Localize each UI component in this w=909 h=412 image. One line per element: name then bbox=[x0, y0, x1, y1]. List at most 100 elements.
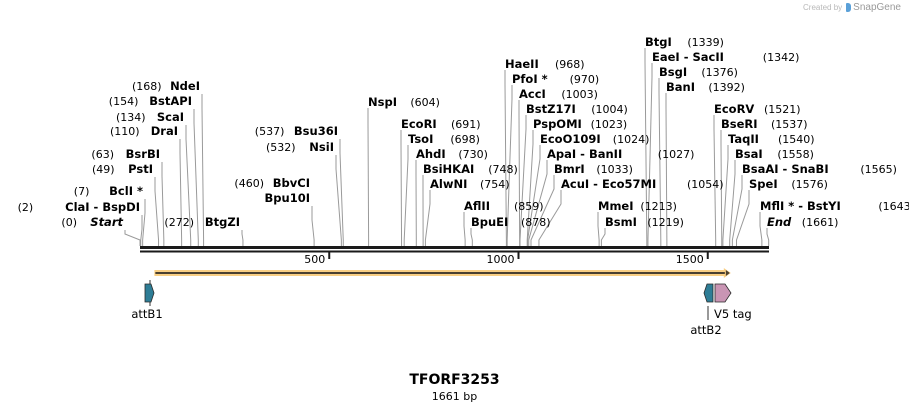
site-label[interactable]: AcuI - Eco57MI (1054) bbox=[561, 177, 724, 191]
site-label[interactable]: PspOMI (1023) bbox=[533, 117, 627, 131]
site-position: (1213) bbox=[640, 200, 677, 213]
site-connector-line bbox=[179, 139, 183, 246]
site-name: Bpu10I bbox=[265, 191, 310, 205]
site-name: BseRI bbox=[721, 117, 758, 131]
site-label[interactable]: NspI (604) bbox=[368, 95, 440, 109]
feature-arrow-shape bbox=[144, 283, 155, 303]
site-position: (754) bbox=[480, 178, 510, 191]
feature-attb1[interactable]: attB1 bbox=[131, 280, 163, 321]
site-label[interactable]: TaqII (1540) bbox=[728, 132, 815, 146]
site-label[interactable]: ApaI - BanII (1027) bbox=[547, 147, 694, 161]
site-position: (968) bbox=[555, 58, 585, 71]
site-name: EaeI - SacII bbox=[652, 50, 724, 64]
site-name: MmeI bbox=[598, 199, 634, 213]
site-label[interactable]: BseRI (1537) bbox=[721, 117, 808, 131]
site-label[interactable]: BsiHKAI (748) bbox=[423, 162, 518, 176]
site-label[interactable]: AccI (1003) bbox=[519, 87, 598, 101]
site-connector-line bbox=[713, 115, 717, 246]
site-position: (1219) bbox=[647, 216, 684, 229]
site-connector-line bbox=[504, 70, 507, 246]
feature-label: attB2 bbox=[690, 323, 721, 337]
site-position: (1537) bbox=[771, 118, 808, 131]
site-label[interactable]: AhdI (730) bbox=[416, 147, 488, 161]
site-label[interactable]: Start (0) bbox=[61, 215, 123, 229]
backbone-bottom-strand bbox=[140, 250, 769, 253]
site-label[interactable]: BstAPI (154) bbox=[109, 94, 192, 108]
site-position: (748) bbox=[488, 163, 518, 176]
site-label[interactable]: Bpu10I bbox=[265, 191, 310, 205]
site-label[interactable]: Bsu36I (537) bbox=[255, 124, 338, 138]
site-connector-line bbox=[185, 125, 192, 246]
site-label[interactable]: BclI * (7) bbox=[74, 184, 143, 198]
site-label[interactable]: TsoI (698) bbox=[408, 132, 480, 146]
site-label[interactable]: EaeI - SacII (1342) bbox=[652, 50, 799, 64]
dna-backbone bbox=[140, 246, 769, 253]
site-name: BpuEI bbox=[471, 215, 508, 229]
site-label[interactable]: BtgI (1339) bbox=[645, 35, 724, 49]
feature-label: attB1 bbox=[131, 307, 162, 321]
site-label[interactable]: BsrBI (63) bbox=[91, 147, 160, 161]
features-track[interactable]: attB1 attB2 V5 tag bbox=[131, 268, 752, 337]
site-position: (1033) bbox=[596, 163, 633, 176]
backbone-top-strand bbox=[140, 246, 769, 249]
site-label[interactable]: NsiI (532) bbox=[266, 140, 334, 154]
site-label[interactable]: PfoI * (970) bbox=[512, 72, 599, 86]
site-label[interactable]: AflII (859) bbox=[464, 199, 544, 213]
site-label[interactable]: MmeI (1213) bbox=[598, 199, 677, 213]
site-label[interactable]: BanI (1392) bbox=[666, 80, 745, 94]
site-label[interactable]: DraI (110) bbox=[110, 124, 178, 138]
sequence-length: 1661 bp bbox=[431, 390, 478, 403]
site-name: BsaAI - SnaBI bbox=[742, 162, 829, 176]
site-position: (604) bbox=[410, 96, 440, 109]
site-position: (1521) bbox=[764, 103, 801, 116]
site-label[interactable]: BsaAI - SnaBI (1565) bbox=[742, 162, 897, 176]
site-label[interactable]: BbvCI (460) bbox=[234, 176, 310, 190]
site-name: ClaI - BspDI bbox=[65, 200, 140, 214]
restriction-site-labels[interactable]: Start (0) ClaI - BspDI (2) BclI * (7) PstI (49)… bbox=[18, 35, 909, 229]
site-position: (1003) bbox=[561, 88, 598, 101]
site-name: BtgZI bbox=[205, 215, 240, 229]
site-label[interactable]: BsgI (1376) bbox=[659, 65, 738, 79]
site-label[interactable]: BstZ17I (1004) bbox=[526, 102, 628, 116]
feature-arrow-shape bbox=[703, 283, 714, 303]
site-label[interactable]: BpuEI (878) bbox=[471, 215, 551, 229]
site-label[interactable]: PstI (49) bbox=[92, 162, 153, 176]
site-label[interactable]: EcoO109I (1024) bbox=[540, 132, 649, 146]
site-label[interactable]: BsaI (1558) bbox=[735, 147, 814, 161]
site-name: BsiHKAI bbox=[423, 162, 474, 176]
site-name: AhdI bbox=[416, 147, 446, 161]
ruler-tick bbox=[706, 252, 709, 259]
site-connector-line bbox=[470, 228, 473, 246]
feature-attb2[interactable]: attB2 bbox=[690, 283, 722, 337]
site-label[interactable]: AlwNI (754) bbox=[430, 177, 510, 191]
site-connector-line bbox=[161, 162, 165, 246]
site-label[interactable]: MflI * - BstYI (1643) bbox=[760, 199, 909, 213]
site-label[interactable]: SpeI (1576) bbox=[749, 177, 828, 191]
ruler-tick bbox=[328, 252, 331, 259]
site-connector-line bbox=[335, 155, 342, 246]
site-label[interactable]: BtgZI (272) bbox=[164, 215, 240, 229]
site-label[interactable]: BsmI (1219) bbox=[605, 215, 684, 229]
site-label[interactable]: ScaI (134) bbox=[116, 110, 184, 124]
site-position: (1004) bbox=[591, 103, 628, 116]
site-name: ApaI - BanII bbox=[547, 147, 622, 161]
site-connector-line bbox=[201, 94, 205, 246]
orf-arrow[interactable] bbox=[154, 268, 731, 278]
site-label[interactable]: EcoRV (1521) bbox=[714, 102, 801, 116]
site-label[interactable]: HaeII (968) bbox=[505, 57, 585, 71]
feature-v5-tag[interactable]: V5 tag bbox=[714, 283, 752, 321]
site-position: (859) bbox=[514, 200, 544, 213]
site-name: BsgI bbox=[659, 65, 687, 79]
site-label[interactable]: EcoRI (691) bbox=[401, 117, 481, 131]
site-label[interactable]: End (1661) bbox=[767, 215, 838, 229]
site-label[interactable]: NdeI (168) bbox=[132, 79, 200, 93]
site-name: BstAPI bbox=[149, 94, 192, 108]
site-connector-line bbox=[124, 230, 141, 246]
site-connector-line bbox=[241, 230, 244, 246]
site-connector-line bbox=[759, 212, 763, 246]
site-label[interactable]: ClaI - BspDI (2) bbox=[18, 200, 140, 214]
site-connector-line bbox=[367, 108, 370, 246]
site-label[interactable]: BmrI (1033) bbox=[554, 162, 633, 176]
site-connector-line bbox=[720, 130, 723, 246]
feature-label: V5 tag bbox=[714, 307, 752, 321]
